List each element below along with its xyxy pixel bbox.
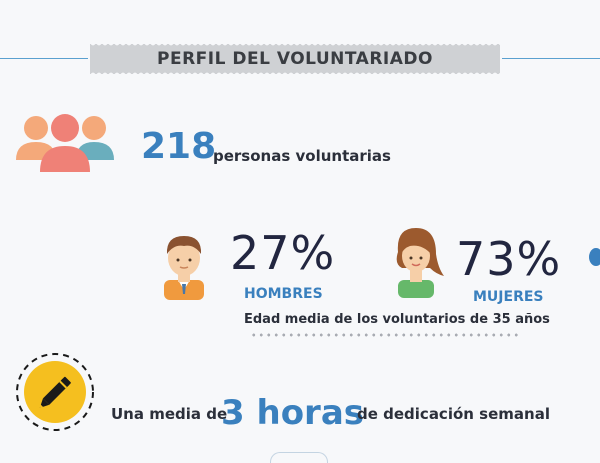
women-percentage: 73% [456,232,562,286]
pagination-dot[interactable] [589,248,600,266]
men-label: HOMBRES [244,286,323,302]
dedication-suffix: de dedicación semanal [357,405,550,423]
section-title: PERFIL DEL VOLUNTARIADO [157,49,433,69]
dedication-hours: 3 horas [221,393,365,433]
man-icon [164,236,204,300]
people-group-icon [16,114,114,172]
section-banner: PERFIL DEL VOLUNTARIADO [90,43,500,74]
average-age-note: Edad media de los voluntarios de 35 años [244,312,550,327]
dedication-prefix: Una media de [111,405,228,423]
header-rule-left [0,58,88,59]
volunteer-count-label: personas voluntarias [213,147,391,165]
pencil-icon [16,353,94,431]
men-percentage: 27% [230,226,336,280]
volunteer-count: 218 [141,126,217,167]
women-label: MUJERES [473,289,544,305]
next-section-hint [270,452,328,463]
header-rule-right [502,58,600,59]
woman-icon [396,228,444,298]
dotted-divider [250,333,522,337]
